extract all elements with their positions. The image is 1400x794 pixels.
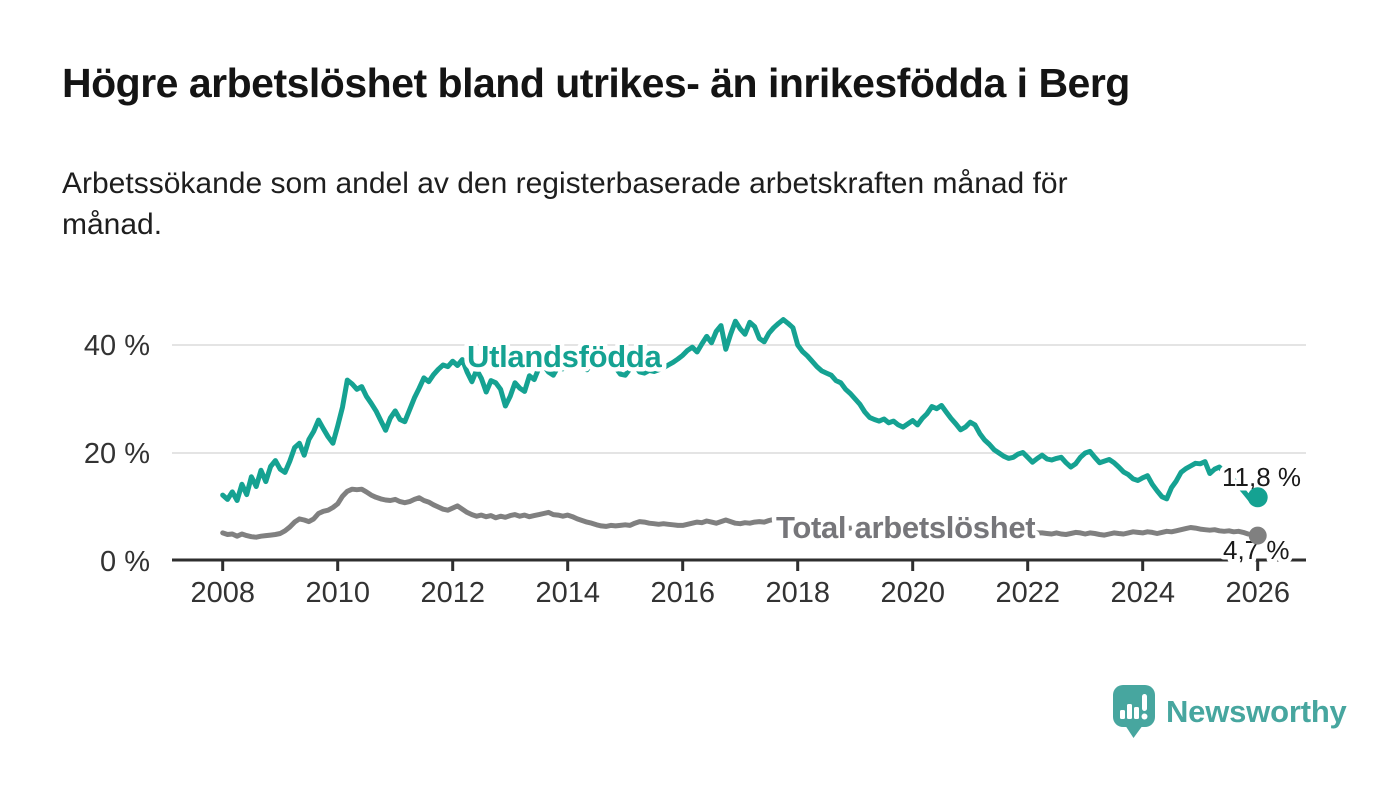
- y-tick-label-0: 0 %: [100, 546, 150, 578]
- chart-subtitle: Arbetssökande som andel av den registerb…: [62, 163, 1068, 245]
- newsworthy-wordmark: Newsworthy: [1166, 694, 1347, 729]
- x-axis-ticks: [221, 560, 1260, 571]
- newsworthy-speech-bubble-bar-chart-icon: [1113, 685, 1155, 738]
- subtitle-line-2: månad.: [62, 208, 163, 241]
- x-tick-label-2018: 2018: [765, 577, 830, 609]
- gridlines: [172, 344, 1306, 454]
- y-axis-labels: 0 % 20 % 40 %: [84, 330, 150, 578]
- x-tick-label-2026: 2026: [1225, 577, 1290, 609]
- x-tick-label-2022: 2022: [995, 577, 1060, 609]
- total-arbetsloshet-series-label: Total arbetslöshet: [776, 510, 1035, 545]
- x-tick-label-2014: 2014: [535, 577, 600, 609]
- x-tick-label-2008: 2008: [190, 577, 255, 609]
- y-tick-label-20: 20 %: [84, 438, 150, 470]
- x-tick-label-2010: 2010: [305, 577, 370, 609]
- newsworthy-logo[interactable]: Newsworthy: [1112, 684, 1347, 740]
- x-tick-label-2024: 2024: [1110, 577, 1175, 609]
- subtitle-line-1: Arbetssökande som andel av den registerb…: [62, 167, 1068, 200]
- x-axis-tick-labels: 2008 2010 2012 2014 2016 2018 2020 2022 2024 2026: [190, 577, 1290, 609]
- total-end-dot: [1248, 526, 1267, 545]
- utlandsfodda-line: [220, 317, 1261, 506]
- x-tick-label-2012: 2012: [420, 577, 485, 609]
- utlandsfodda-end-value-label: 11,8 %: [1222, 462, 1301, 492]
- x-tick-label-2016: 2016: [650, 577, 715, 609]
- x-tick-label-2020: 2020: [880, 577, 945, 609]
- utlandsfodda-end-dot: [1247, 487, 1268, 508]
- y-tick-label-40: 40 %: [84, 330, 150, 362]
- total-arbetsloshet-line: [220, 486, 1261, 540]
- page-title: Högre arbetslöshet bland utrikes- än inr…: [62, 60, 1130, 106]
- utlandsfodda-series-label: Utlandsfödda: [467, 339, 663, 374]
